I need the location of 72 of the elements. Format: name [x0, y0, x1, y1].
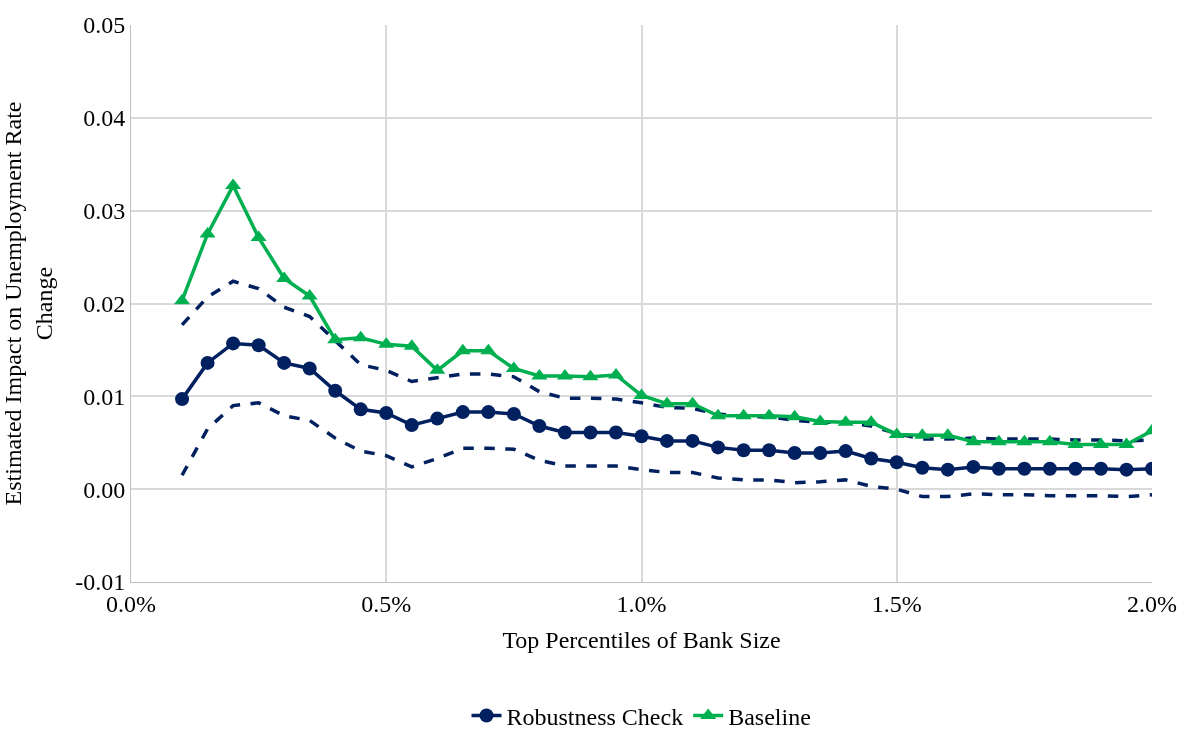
- point: [735, 408, 752, 420]
- point: [200, 355, 215, 370]
- point: [838, 444, 853, 459]
- point: [277, 355, 292, 370]
- y-axis-title: Estimated Impact on Unemployment Rate Change: [0, 101, 58, 506]
- point: [250, 230, 267, 242]
- point: [557, 425, 572, 440]
- x-tick-label: 1.5%: [871, 590, 922, 617]
- point: [634, 429, 649, 444]
- point: [302, 361, 317, 376]
- point: [455, 405, 470, 420]
- point: [966, 459, 981, 474]
- point: [582, 369, 599, 381]
- point: [251, 338, 266, 353]
- point: [583, 425, 598, 440]
- point: [352, 330, 369, 342]
- point: [1041, 434, 1058, 446]
- y-tick-label: 0.02: [83, 290, 126, 317]
- y-tick-label: 0.03: [83, 198, 126, 225]
- point: [175, 392, 190, 407]
- y-tick-label: 0.05: [83, 12, 126, 39]
- point: [532, 419, 547, 434]
- point: [353, 402, 368, 417]
- point: [608, 425, 623, 440]
- point: [1119, 462, 1134, 477]
- point: [1067, 437, 1084, 449]
- point: [226, 336, 241, 351]
- point: [786, 409, 803, 421]
- point: [531, 368, 548, 380]
- point: [990, 434, 1007, 446]
- point: [1016, 434, 1033, 446]
- point: [225, 178, 242, 190]
- y-tick-label: 0.00: [83, 476, 126, 503]
- point: [379, 406, 394, 421]
- point: [1068, 461, 1083, 476]
- point: [991, 461, 1006, 476]
- point: [889, 455, 904, 470]
- point: [711, 440, 726, 455]
- point: [328, 383, 343, 398]
- point: [199, 226, 216, 238]
- point: [660, 433, 675, 448]
- x-tick-label: 2.0%: [1127, 590, 1177, 617]
- point: [1118, 437, 1135, 449]
- point: [965, 434, 982, 446]
- point: [813, 445, 828, 460]
- x-tick-label: 0.5%: [361, 590, 412, 617]
- x-tick-label: 1.0%: [616, 590, 667, 617]
- point: [430, 411, 445, 426]
- x-axis-title: Top Percentiles of Bank Size: [502, 627, 781, 654]
- point: [940, 462, 955, 477]
- point: [506, 406, 521, 421]
- point: [1017, 461, 1032, 476]
- point: [864, 451, 879, 466]
- y-tick-label: 0.01: [83, 383, 126, 410]
- point: [1042, 461, 1057, 476]
- point: [915, 460, 930, 475]
- point: [1093, 461, 1108, 476]
- point: [762, 443, 777, 458]
- point: [480, 343, 497, 355]
- point: [404, 418, 419, 433]
- point: [454, 343, 471, 355]
- legend-label: Baseline: [728, 703, 811, 730]
- point: [736, 443, 751, 458]
- point: [481, 405, 496, 420]
- point: [761, 408, 778, 420]
- point: [684, 396, 701, 408]
- point: [685, 433, 700, 448]
- y-tick-label: 0.04: [83, 105, 126, 132]
- point: [327, 332, 344, 344]
- point: [787, 445, 802, 460]
- legend-label: Robustness Check: [506, 703, 684, 730]
- line-series: [180, 401, 1152, 499]
